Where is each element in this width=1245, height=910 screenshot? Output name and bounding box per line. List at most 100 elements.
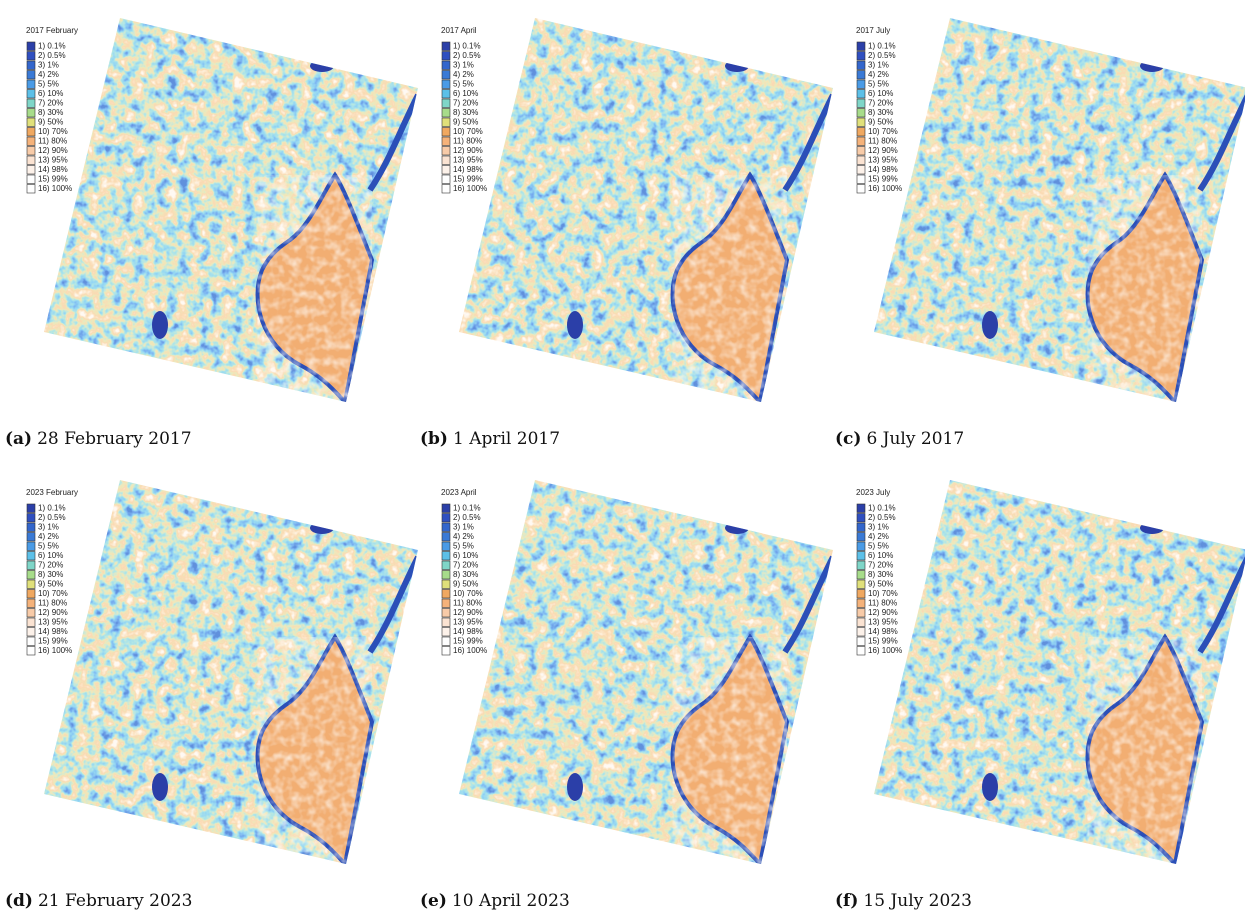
- legend-label: 11) 80%: [38, 599, 67, 608]
- legend-swatch: [856, 522, 866, 532]
- legend-label: 12) 90%: [868, 608, 898, 617]
- legend-swatch: [26, 70, 36, 80]
- legend-swatch: [441, 117, 451, 127]
- legend-swatch: [26, 627, 36, 637]
- legend-swatch: [441, 70, 451, 80]
- water-body: [1140, 522, 1164, 534]
- legend-label: 4) 2%: [38, 70, 59, 79]
- legend-swatch: [856, 551, 866, 561]
- caption-text: 15 July 2023: [863, 891, 972, 910]
- legend-swatch: [441, 636, 451, 646]
- water-body: [982, 773, 998, 801]
- caption-text: 1 April 2017: [453, 429, 560, 449]
- legend-label: 11) 80%: [868, 599, 897, 608]
- legend-swatch: [26, 146, 36, 156]
- legend-label: 9) 50%: [868, 118, 893, 127]
- legend-swatch: [441, 541, 451, 551]
- panel: 2017 February 1) 0.1%2) 0.5%3) 1%4) 2%5) …: [5, 18, 418, 449]
- legend-swatch: [441, 589, 451, 599]
- map-image: [874, 480, 1245, 864]
- legend-label: 4) 2%: [868, 532, 889, 541]
- legend-label: 9) 50%: [453, 118, 478, 127]
- legend-swatch: [26, 136, 36, 146]
- legend-label: 4) 2%: [453, 70, 474, 79]
- legend-swatch: [26, 532, 36, 542]
- legend-swatch: [26, 165, 36, 175]
- legend-swatch: [26, 541, 36, 551]
- legend-label: 2) 0.5%: [868, 513, 896, 522]
- caption-label: (e): [420, 891, 447, 910]
- water-body: [982, 311, 998, 339]
- legend-label: 11) 80%: [868, 137, 897, 146]
- caption-text: 6 July 2017: [866, 429, 964, 449]
- caption: (e) 10 April 2023: [420, 891, 570, 910]
- legend-swatch: [856, 513, 866, 523]
- legend-swatch: [856, 89, 866, 99]
- legend-swatch: [856, 589, 866, 599]
- legend-title: 2023 February: [26, 488, 78, 497]
- legend-swatch: [441, 127, 451, 137]
- legend-label: 2) 0.5%: [453, 51, 481, 60]
- legend-swatch: [441, 551, 451, 561]
- legend-swatch: [441, 560, 451, 570]
- legend-label: 9) 50%: [453, 580, 478, 589]
- legend-label: 6) 10%: [868, 89, 893, 98]
- caption: (b) 1 April 2017: [420, 429, 560, 449]
- panel: 2023 February 1) 0.1%2) 0.5%3) 1%4) 2%5) …: [5, 480, 418, 910]
- legend-swatch: [26, 570, 36, 580]
- legend-swatch: [856, 117, 866, 127]
- legend-swatch: [441, 608, 451, 618]
- legend-swatch: [441, 184, 451, 194]
- legend-swatch: [856, 79, 866, 89]
- caption-label: (a): [5, 429, 32, 449]
- legend-swatch: [441, 79, 451, 89]
- legend-label: 13) 95%: [38, 618, 68, 627]
- caption-text: 10 April 2023: [452, 891, 570, 910]
- legend-swatch: [856, 70, 866, 80]
- map-image: [44, 480, 418, 864]
- legend-label: 16) 100%: [38, 646, 72, 655]
- legend-swatch: [441, 146, 451, 156]
- legend-swatch: [26, 503, 36, 513]
- legend-label: 6) 10%: [38, 89, 63, 98]
- legend-label: 3) 1%: [38, 523, 59, 532]
- legend-swatch: [26, 51, 36, 61]
- legend-label: 9) 50%: [868, 580, 893, 589]
- legend-label: 6) 10%: [453, 89, 478, 98]
- legend-label: 15) 99%: [868, 175, 898, 184]
- legend-label: 8) 30%: [453, 570, 478, 579]
- legend-swatch: [26, 608, 36, 618]
- legend-label: 12) 90%: [868, 146, 898, 155]
- legend-swatch: [856, 579, 866, 589]
- legend-swatch: [856, 51, 866, 61]
- caption: (c) 6 July 2017: [835, 429, 964, 449]
- legend-label: 9) 50%: [38, 580, 63, 589]
- caption: (a) 28 February 2017: [5, 429, 192, 449]
- caption-label: (b): [420, 429, 448, 449]
- caption: (d) 21 February 2023: [5, 891, 192, 910]
- legend-label: 2) 0.5%: [868, 51, 896, 60]
- legend-title: 2017 July: [856, 26, 890, 35]
- legend-label: 7) 20%: [868, 99, 893, 108]
- legend-swatch: [856, 41, 866, 51]
- legend-swatch: [441, 579, 451, 589]
- legend-label: 12) 90%: [453, 146, 483, 155]
- legend-label: 8) 30%: [868, 108, 893, 117]
- legend-swatch: [26, 98, 36, 108]
- panel: 2023 July 1) 0.1%2) 0.5%3) 1%4) 2%5) 5%6)…: [835, 480, 1245, 910]
- legend-label: 13) 95%: [453, 156, 483, 165]
- legend-label: 9) 50%: [38, 118, 63, 127]
- legend-swatch: [26, 522, 36, 532]
- legend-swatch: [26, 513, 36, 523]
- legend-label: 5) 5%: [453, 80, 474, 89]
- legend-label: 4) 2%: [453, 532, 474, 541]
- legend-label: 16) 100%: [453, 646, 487, 655]
- legend-swatch: [26, 646, 36, 656]
- legend-label: 11) 80%: [453, 599, 482, 608]
- water-body: [152, 311, 168, 339]
- legend-swatch: [26, 560, 36, 570]
- caption-text: 28 February 2017: [37, 429, 191, 449]
- legend-swatch: [441, 89, 451, 99]
- legend-swatch: [441, 503, 451, 513]
